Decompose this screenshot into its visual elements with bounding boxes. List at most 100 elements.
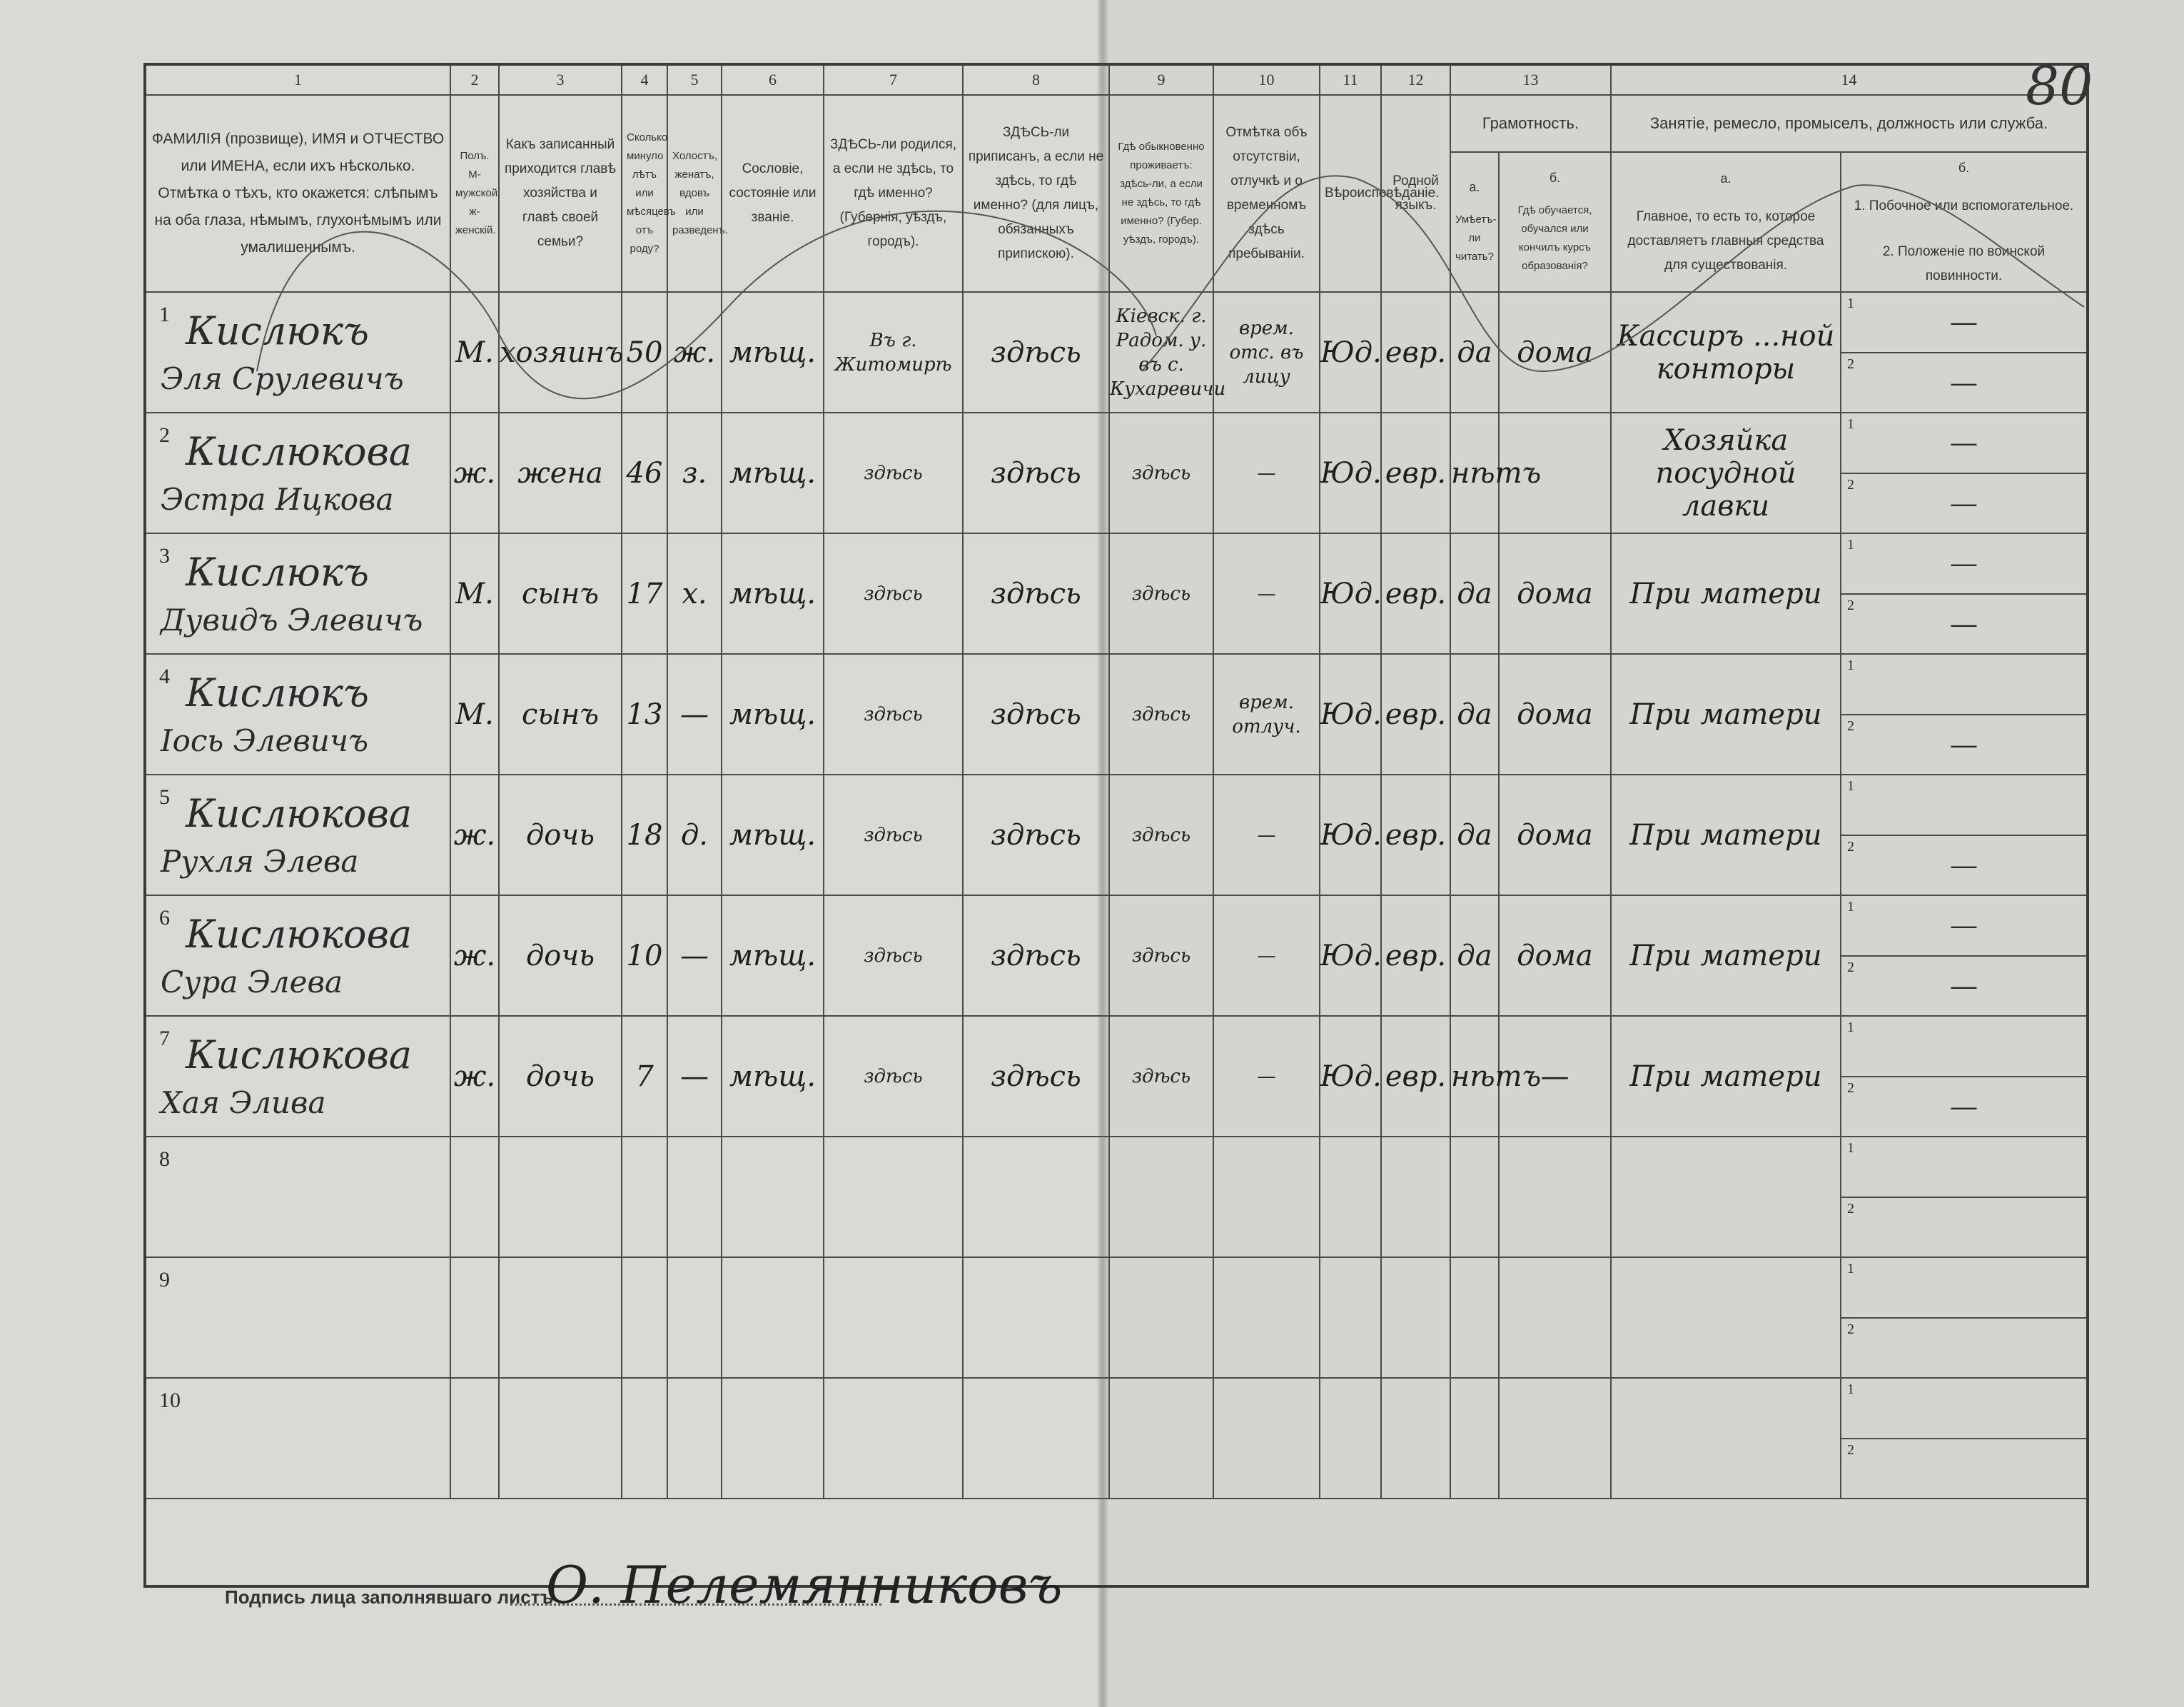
registered-cell: здѣсь [962, 533, 1110, 655]
military-value: — [1951, 488, 1977, 518]
given-name: Эстра Ицкова [161, 481, 394, 517]
row-number: 8 [159, 1147, 170, 1171]
given-name: Рухля Элева [161, 843, 359, 879]
age-cell [621, 1257, 668, 1379]
table-row: 5 Кислюкова Рухля Элева ж. дочь 18 д. мѣщ. здѣсь… [144, 774, 2088, 896]
given-name: Дувидъ Элевичъ [161, 602, 423, 638]
secondary-occupation: 1— [1841, 413, 2086, 474]
age-cell: 7 [621, 1015, 668, 1137]
census-rows: 1 Кислюкъ Эля Срулевичъ М. хозяинъ 50 ж. мѣщ. Въ… [144, 291, 2088, 1587]
residence-cell: Кіевск. г. Радом. у. въ с. Кухаревичи [1108, 291, 1225, 413]
relation-cell [498, 1136, 622, 1258]
education-cell: дома [1498, 653, 1612, 775]
residence-cell [1108, 1136, 1214, 1258]
surname: Кислюкъ [186, 670, 369, 715]
sex-cell: М. [450, 653, 500, 775]
military-value: — [1951, 608, 1977, 638]
residence-cell [1108, 1377, 1214, 1499]
name-cell: 10 [144, 1377, 451, 1499]
language-cell: евр. [1380, 653, 1451, 775]
subrow-label: 1 [1847, 1261, 1854, 1277]
residence-cell: здѣсь [1108, 533, 1214, 655]
literacy-cell: да [1450, 291, 1500, 413]
education-cell [1498, 1257, 1612, 1379]
occupation-cell: Кассиръ ...ной конторы [1610, 291, 1841, 413]
signature-line [510, 1603, 881, 1606]
absence-cell [1213, 1377, 1320, 1499]
literacy-cell: да [1450, 774, 1500, 896]
secondary-value: — [1951, 910, 1977, 940]
subrow-label: 1 [1847, 1381, 1854, 1397]
sex-cell: ж. [450, 895, 500, 1017]
marital-cell [667, 1136, 722, 1258]
subrow-label: 2 [1847, 1079, 1854, 1096]
religion-cell: Юд. [1319, 533, 1382, 655]
sub-letter: а. [1469, 180, 1480, 194]
secondary-occupation: 1 [1841, 775, 2086, 836]
age-cell: 17 [621, 533, 668, 655]
estate-cell: мѣщ. [721, 774, 824, 896]
table-row: 2 Кислюкова Эстра Ицкова ж. жена 46 з. мѣщ. здѣс… [144, 412, 2088, 534]
surname: Кислюкъ [186, 308, 369, 353]
col-number: 8 [962, 64, 1110, 96]
marital-cell: — [667, 1015, 722, 1137]
secondary-occupation: 1 [1841, 1017, 2086, 1077]
military-status: 2 [1841, 1319, 2086, 1378]
sex-cell: М. [450, 533, 500, 655]
subrow-label: 2 [1847, 1321, 1854, 1337]
marital-cell: з. [667, 412, 722, 534]
marital-cell [667, 1377, 722, 1499]
subrow-label: 2 [1847, 959, 1854, 975]
row-number: 3 [159, 544, 170, 568]
language-cell: евр. [1380, 1015, 1451, 1137]
absence-cell: — [1213, 895, 1320, 1017]
table-row: 4 Кислюкъ Іось Элевичъ М. сынъ 13— мѣщ. здѣсь зд… [144, 653, 2088, 775]
residence-cell [1108, 1257, 1214, 1379]
residence-cell: здѣсь [1108, 412, 1214, 534]
military-status: 2— [1841, 474, 2086, 533]
col-number: 4 [621, 64, 668, 96]
sex-cell: ж. [450, 774, 500, 896]
marital-cell: х. [667, 533, 722, 655]
col-number: 9 [1108, 64, 1214, 96]
surname: Кислюкова [186, 428, 413, 474]
header-education: б. Гдѣ обучается, обучался или кончилъ ку… [1498, 151, 1612, 293]
name-cell: 8 [144, 1136, 451, 1258]
secondary-cell: 1 2— [1840, 653, 2088, 775]
relation-cell: сынъ [498, 533, 622, 655]
column-number-row: 1 2 3 4 5 6 7 8 9 10 11 12 13 14 [144, 64, 2088, 96]
military-status: 2— [1841, 353, 2086, 413]
col-number: 14 [1610, 64, 2088, 96]
birthplace-cell: здѣсь [823, 895, 964, 1017]
sex-cell [450, 1257, 500, 1379]
header-residence: Гдѣ обыкновенно проживаетъ: здѣсь-ли, а … [1108, 94, 1214, 293]
secondary-value: — [1951, 548, 1977, 578]
military-value: — [1951, 970, 1977, 1000]
literacy-cell: да [1450, 533, 1500, 655]
header-main-occupation: а. Главное, то есть то, которое доставляе… [1610, 151, 1841, 293]
name-cell: 3 Кислюкъ Дувидъ Элевичъ [144, 533, 451, 655]
relation-cell: дочь [498, 774, 622, 896]
registered-cell [962, 1136, 1110, 1258]
row-number: 7 [159, 1027, 170, 1050]
birthplace-cell: здѣсь [823, 412, 964, 534]
birthplace-cell: Въ г. Житомирѣ [823, 291, 964, 413]
secondary-cell: 1—2— [1840, 291, 2088, 413]
military-status: 2— [1841, 957, 2086, 1016]
education-cell: дома [1498, 895, 1612, 1017]
row-number: 10 [159, 1389, 181, 1412]
military-value: — [1951, 850, 1977, 880]
subrow-label: 2 [1847, 717, 1854, 734]
age-cell: 18 [621, 774, 668, 896]
residence-cell: здѣсь [1108, 895, 1214, 1017]
residence-cell: здѣсь [1108, 653, 1214, 775]
header-text: 1. Побочное или вспомогательное. [1854, 198, 2074, 213]
military-value: — [1951, 729, 1977, 759]
religion-cell: Юд. [1319, 1015, 1382, 1137]
military-status: 2— [1841, 836, 2086, 895]
sex-cell: М. [450, 291, 500, 413]
age-cell: 13 [621, 653, 668, 775]
